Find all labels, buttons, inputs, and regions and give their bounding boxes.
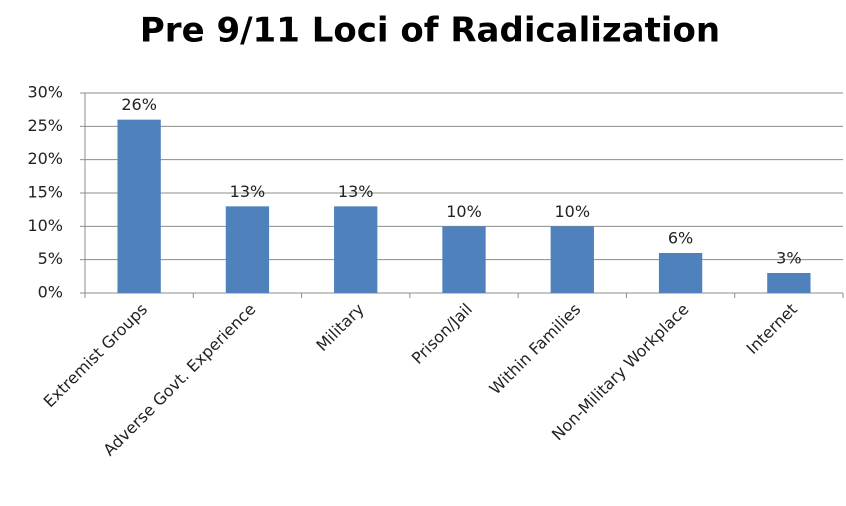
bar: [225, 206, 270, 293]
x-tick-label: Internet: [743, 300, 801, 358]
value-label: 26%: [121, 95, 157, 114]
x-tick-label: Prison/Jail: [408, 300, 476, 368]
value-label: 13%: [230, 182, 266, 201]
bar: [550, 226, 594, 293]
y-tick-label: 25%: [27, 116, 63, 135]
bar: [767, 273, 811, 293]
y-tick-label: 30%: [27, 83, 63, 102]
value-label: 10%: [555, 202, 591, 221]
x-tick-label: Military: [312, 300, 367, 355]
x-tick-label: Within Families: [486, 300, 585, 399]
chart-title: Pre 9/11 Loci of Radicalization: [140, 11, 720, 51]
value-label: 13%: [338, 182, 374, 201]
bar: [334, 206, 378, 293]
y-tick-label: 10%: [27, 216, 63, 235]
y-tick-label: 15%: [27, 183, 63, 202]
value-label: 10%: [446, 202, 482, 221]
y-tick-label: 5%: [38, 249, 63, 268]
y-tick-label: 0%: [38, 283, 63, 302]
bar: [117, 119, 161, 294]
value-label: 3%: [776, 249, 801, 268]
y-tick-label: 20%: [27, 149, 63, 168]
bar: [442, 226, 486, 293]
bar: [658, 253, 703, 293]
value-label: 6%: [668, 229, 693, 248]
x-tick-label: Extremist Groups: [40, 300, 152, 412]
